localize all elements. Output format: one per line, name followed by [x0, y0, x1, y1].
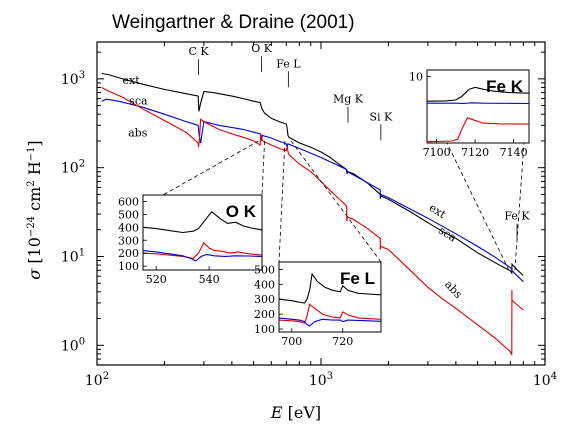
main-plot: 102 103 104 100 101 102 103 ext sca abs ext sca abs C… [61, 41, 557, 389]
y-axis-close: ] [25, 140, 44, 146]
edge-label: C K [188, 45, 209, 58]
edge-label: Mg K [333, 93, 364, 106]
inset-x-tick-label: 700 [281, 335, 302, 348]
inset-x-tick-label: 7140 [500, 146, 528, 159]
inset-y-tick-label: 600 [118, 195, 139, 208]
inset-x-tick-label: 7120 [461, 146, 489, 159]
y-tick-label: 100 [61, 336, 85, 354]
inset-title: Fe K [486, 77, 524, 96]
y-axis-mid: cm [25, 187, 44, 216]
inset-x-tick-label: 540 [199, 273, 220, 286]
inset-series-line [278, 272, 382, 304]
y-axis-exp2: 2 [26, 180, 37, 186]
inset-y-tick-label: 300 [254, 293, 275, 306]
inset-y-tick-label: 300 [118, 234, 139, 247]
inset-title: O K [226, 202, 257, 221]
inset-series-line [142, 241, 263, 259]
chart-title: Weingartner & Draine (2001) [112, 12, 355, 33]
inset-y-tick-label: 100 [254, 323, 275, 336]
inset-series-line [142, 211, 263, 234]
edge-label: Fe L [276, 57, 301, 70]
curve-label-abs: abs [442, 278, 465, 301]
connector-line [261, 140, 265, 196]
inset-frame [426, 69, 530, 144]
curve-label-ext: ext [427, 201, 449, 221]
edge-label: O K [251, 42, 273, 55]
inset-series-line [278, 317, 382, 327]
inset-iron-k: 7100 7120 7140 10 Fe K [409, 69, 530, 159]
series-sca-line [101, 98, 524, 283]
inset-connectors [162, 140, 525, 271]
series-ext-line [101, 72, 524, 276]
connector-line [290, 140, 382, 263]
inset-y-tick-label: 500 [118, 208, 139, 221]
y-axis-unit: [10 [25, 237, 44, 264]
inset-series-line [278, 303, 382, 324]
y-tick-label: 103 [61, 70, 85, 88]
inset-y-tick-label: 500 [254, 263, 275, 276]
inset-series-line [427, 102, 530, 105]
y-axis-end: H [25, 161, 44, 180]
inset-series-line [426, 117, 530, 143]
y-tick-label: 101 [61, 247, 85, 265]
series-abs-line [101, 87, 524, 356]
inset-y-tick-label: 100 [118, 260, 139, 273]
inset-iron-l: 700 720 100 200 300 400 500 Fe L [254, 261, 382, 348]
connector-line [514, 142, 525, 271]
connector-line [446, 142, 510, 271]
connector-line [278, 140, 286, 263]
inset-series-line [426, 86, 530, 102]
plot-frame [96, 41, 546, 366]
edge-label: Fe K [504, 210, 530, 223]
edge-label: Si K [369, 110, 393, 123]
inset-frame [142, 194, 263, 271]
x-tick-label: 102 [85, 371, 109, 389]
curve-label-ext: ext [123, 74, 141, 87]
curve-label-sca: sca [436, 224, 459, 245]
curve-label-abs: abs [128, 126, 148, 139]
y-axis-exp3: −1 [26, 147, 37, 162]
connector-line [162, 140, 259, 196]
y-tick-label: 102 [61, 159, 85, 177]
inset-y-tick-label: 200 [118, 247, 139, 260]
x-axis-label: E [eV] [270, 403, 321, 422]
x-axis-unit: [eV] [288, 403, 322, 422]
curve-label-sca: sca [129, 94, 148, 107]
y-axis-symbol: σ [25, 268, 44, 280]
x-tick-label: 104 [533, 371, 557, 389]
y-axis-label: σ [10−24 cm2 H−1] [25, 140, 44, 279]
inset-title: Fe L [340, 269, 375, 288]
y-axis-exp1: −24 [26, 216, 37, 237]
x-axis-symbol: E [270, 403, 283, 422]
inset-y-tick-label: 10 [409, 71, 423, 84]
inset-x-tick-label: 520 [146, 273, 167, 286]
inset-y-tick-label: 400 [254, 278, 275, 291]
inset-x-tick-label: 7100 [423, 146, 451, 159]
x-tick-label: 103 [309, 371, 333, 389]
inset-y-tick-label: 200 [254, 308, 275, 321]
inset-series-line [142, 250, 263, 262]
inset-x-tick-label: 720 [332, 335, 353, 348]
inset-y-tick-label: 400 [118, 221, 139, 234]
